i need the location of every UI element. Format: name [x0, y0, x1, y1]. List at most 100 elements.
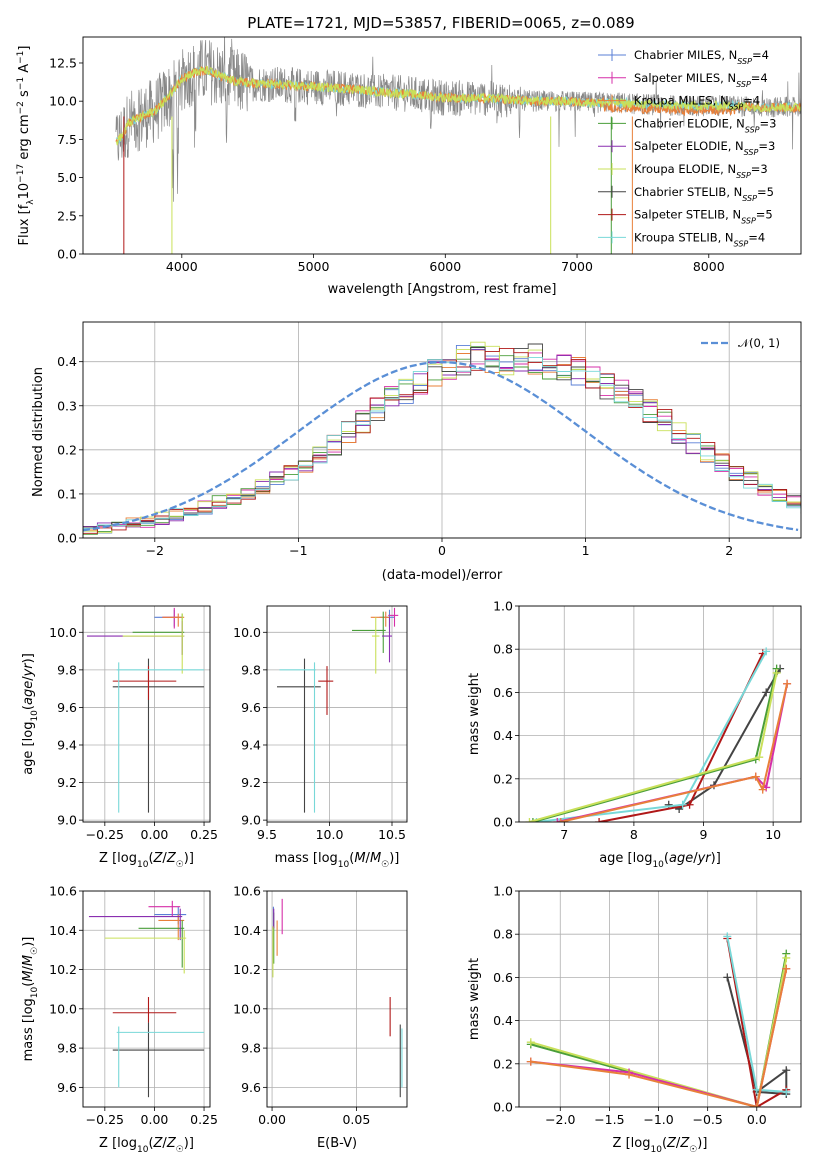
y-tick-label: 0.0	[493, 815, 513, 830]
weight-point-marker	[528, 818, 537, 822]
histogram-step-line	[83, 343, 801, 528]
x-tick-label: 0.25	[190, 827, 218, 842]
y-tick-label: 0.0	[57, 247, 77, 262]
plot-area	[267, 606, 407, 822]
x-tick-label: −1.5	[594, 1112, 624, 1127]
x-axis-label: Z [log10(Z/Z☉)]	[613, 1136, 708, 1155]
y-tick-label: 0.1	[57, 486, 77, 501]
y-tick-label: 0.6	[493, 685, 513, 700]
histogram-step-line	[83, 341, 801, 534]
y-axis-label: mass weight	[467, 673, 482, 755]
x-axis-label: wavelength [Angstrom, rest frame]	[328, 282, 557, 297]
y-tick-label: 9.2	[241, 775, 261, 790]
axes-frame	[518, 605, 802, 823]
weight-point-marker	[752, 1103, 761, 1107]
weight-vs-Z-panel: −2.0 −1.5 −1.0 −0.5 0.0 0.0 0.2 0.4 0.6 0.8 1.0 Z […	[467, 884, 802, 1155]
y-tick-label: 9.8	[241, 1041, 261, 1056]
y-tick-label: 0.0	[57, 531, 77, 546]
x-tick-label: 0	[438, 543, 446, 558]
histogram-step-line	[83, 352, 801, 528]
weight-point-marker	[783, 679, 792, 688]
weight-point-marker	[723, 973, 732, 982]
x-tick-label: −2.0	[545, 1112, 575, 1127]
y-tick-label: 9.6	[241, 1080, 261, 1095]
x-tick-label: 10.0	[316, 827, 344, 842]
plot-area	[519, 606, 801, 822]
axes-frame	[266, 890, 408, 1108]
legend-entry-label: Kroupa ELODIE, NSSP=3	[634, 162, 768, 180]
weight-point-marker	[762, 647, 771, 656]
y-tick-label: 10.0	[49, 625, 77, 640]
x-tick-label: −2	[146, 543, 164, 558]
y-tick-label: 2.5	[57, 208, 77, 223]
x-tick-label: 0.00	[141, 1112, 169, 1127]
plot-area	[267, 891, 407, 1107]
plot-area	[115, 37, 801, 254]
x-tick-label: 0.00	[141, 827, 169, 842]
y-tick-label: 9.6	[57, 700, 77, 715]
y-tick-label: 0.6	[493, 970, 513, 985]
age-vs-Z-panel: −0.25 0.00 0.25 9.0 9.2 9.4 9.6 9.8 10.0 Z [log10…	[21, 605, 218, 870]
histogram-step-line	[83, 347, 801, 534]
weight-vs-age-panel: 7 8 9 10 0.0 0.2 0.4 0.6 0.8 1.0 age [log10(age/yr…	[467, 599, 802, 870]
y-tick-label: 10.0	[49, 94, 77, 109]
age-vs-mass-panel: 9.5 10.0 10.5 9.0 9.2 9.4 9.6 9.8 10.0 mass [log1…	[233, 605, 408, 870]
weight-point-marker	[782, 964, 791, 973]
spectrum-panel: 4000 5000 6000 7000 8000 0.0 2.5 5.0 7.5 10.0 12.5…	[16, 36, 802, 297]
y-axis-label: age [log10(age/yr)]	[21, 653, 40, 775]
weight-point-marker	[556, 818, 565, 822]
y-tick-label: 0.4	[57, 354, 77, 369]
legend-entry-label: Salpeter STELIB, NSSP=5	[634, 208, 773, 226]
x-tick-label: 0.00	[258, 1112, 286, 1127]
plot-area	[519, 891, 801, 1107]
axes-frame	[82, 605, 211, 823]
x-tick-label: 7	[560, 827, 568, 842]
y-tick-label: 10.2	[49, 962, 77, 977]
x-tick-label: 0.25	[190, 1112, 218, 1127]
y-tick-label: 5.0	[57, 170, 77, 185]
y-tick-label: 0.2	[493, 1056, 513, 1071]
y-tick-label: 1.0	[493, 884, 513, 899]
x-tick-label: 9.5	[257, 827, 277, 842]
x-tick-label: 1	[582, 543, 590, 558]
plot-area	[83, 322, 801, 538]
legend-entry-label: 𝒩(0, 1)	[738, 336, 780, 350]
y-axis-label: Normed distribution	[31, 367, 46, 497]
x-tick-label: 10	[765, 827, 781, 842]
y-tick-label: 0.2	[493, 771, 513, 786]
y-tick-label: 10.6	[49, 884, 77, 899]
weight-point-marker	[664, 800, 673, 809]
x-tick-label: 4000	[166, 259, 198, 274]
plot-area	[83, 606, 210, 822]
weight-point-marker	[595, 818, 604, 822]
axes-frame	[82, 890, 211, 1108]
weight-point-marker	[526, 1057, 535, 1066]
histogram-step-line	[83, 349, 801, 531]
x-axis-label: E(B-V)	[317, 1136, 357, 1151]
x-tick-label: 8000	[693, 259, 725, 274]
axes-frame	[82, 36, 802, 255]
legend-entry-label: Salpeter ELODIE, NSSP=3	[634, 139, 775, 157]
x-tick-label: 9	[700, 827, 708, 842]
histogram-step-line	[83, 344, 801, 534]
legend-entry-label: Chabrier STELIB, NSSP=5	[634, 185, 774, 203]
y-tick-label: 12.5	[49, 55, 77, 70]
y-axis-label: mass weight	[467, 958, 482, 1040]
x-tick-label: 7000	[561, 259, 593, 274]
x-axis-label: Z [log10(Z/Z☉)]	[99, 851, 194, 870]
y-tick-label: 10.0	[233, 1001, 261, 1016]
y-tick-label: 9.4	[241, 737, 261, 752]
y-tick-label: 1.0	[493, 599, 513, 614]
plot-area	[83, 891, 210, 1107]
legend-entry-label: Salpeter MILES, NSSP=4	[634, 71, 768, 89]
weight-point-marker	[678, 800, 687, 809]
x-tick-label: −0.25	[86, 1112, 124, 1127]
legend-entry-label: Kroupa STELIB, NSSP=4	[634, 230, 765, 248]
histogram-step-line	[83, 357, 801, 530]
weight-point-marker	[751, 772, 760, 781]
y-tick-label: 10.6	[233, 884, 261, 899]
weight-series-line	[536, 650, 768, 822]
axes-frame	[518, 890, 802, 1108]
y-tick-label: 0.8	[493, 927, 513, 942]
